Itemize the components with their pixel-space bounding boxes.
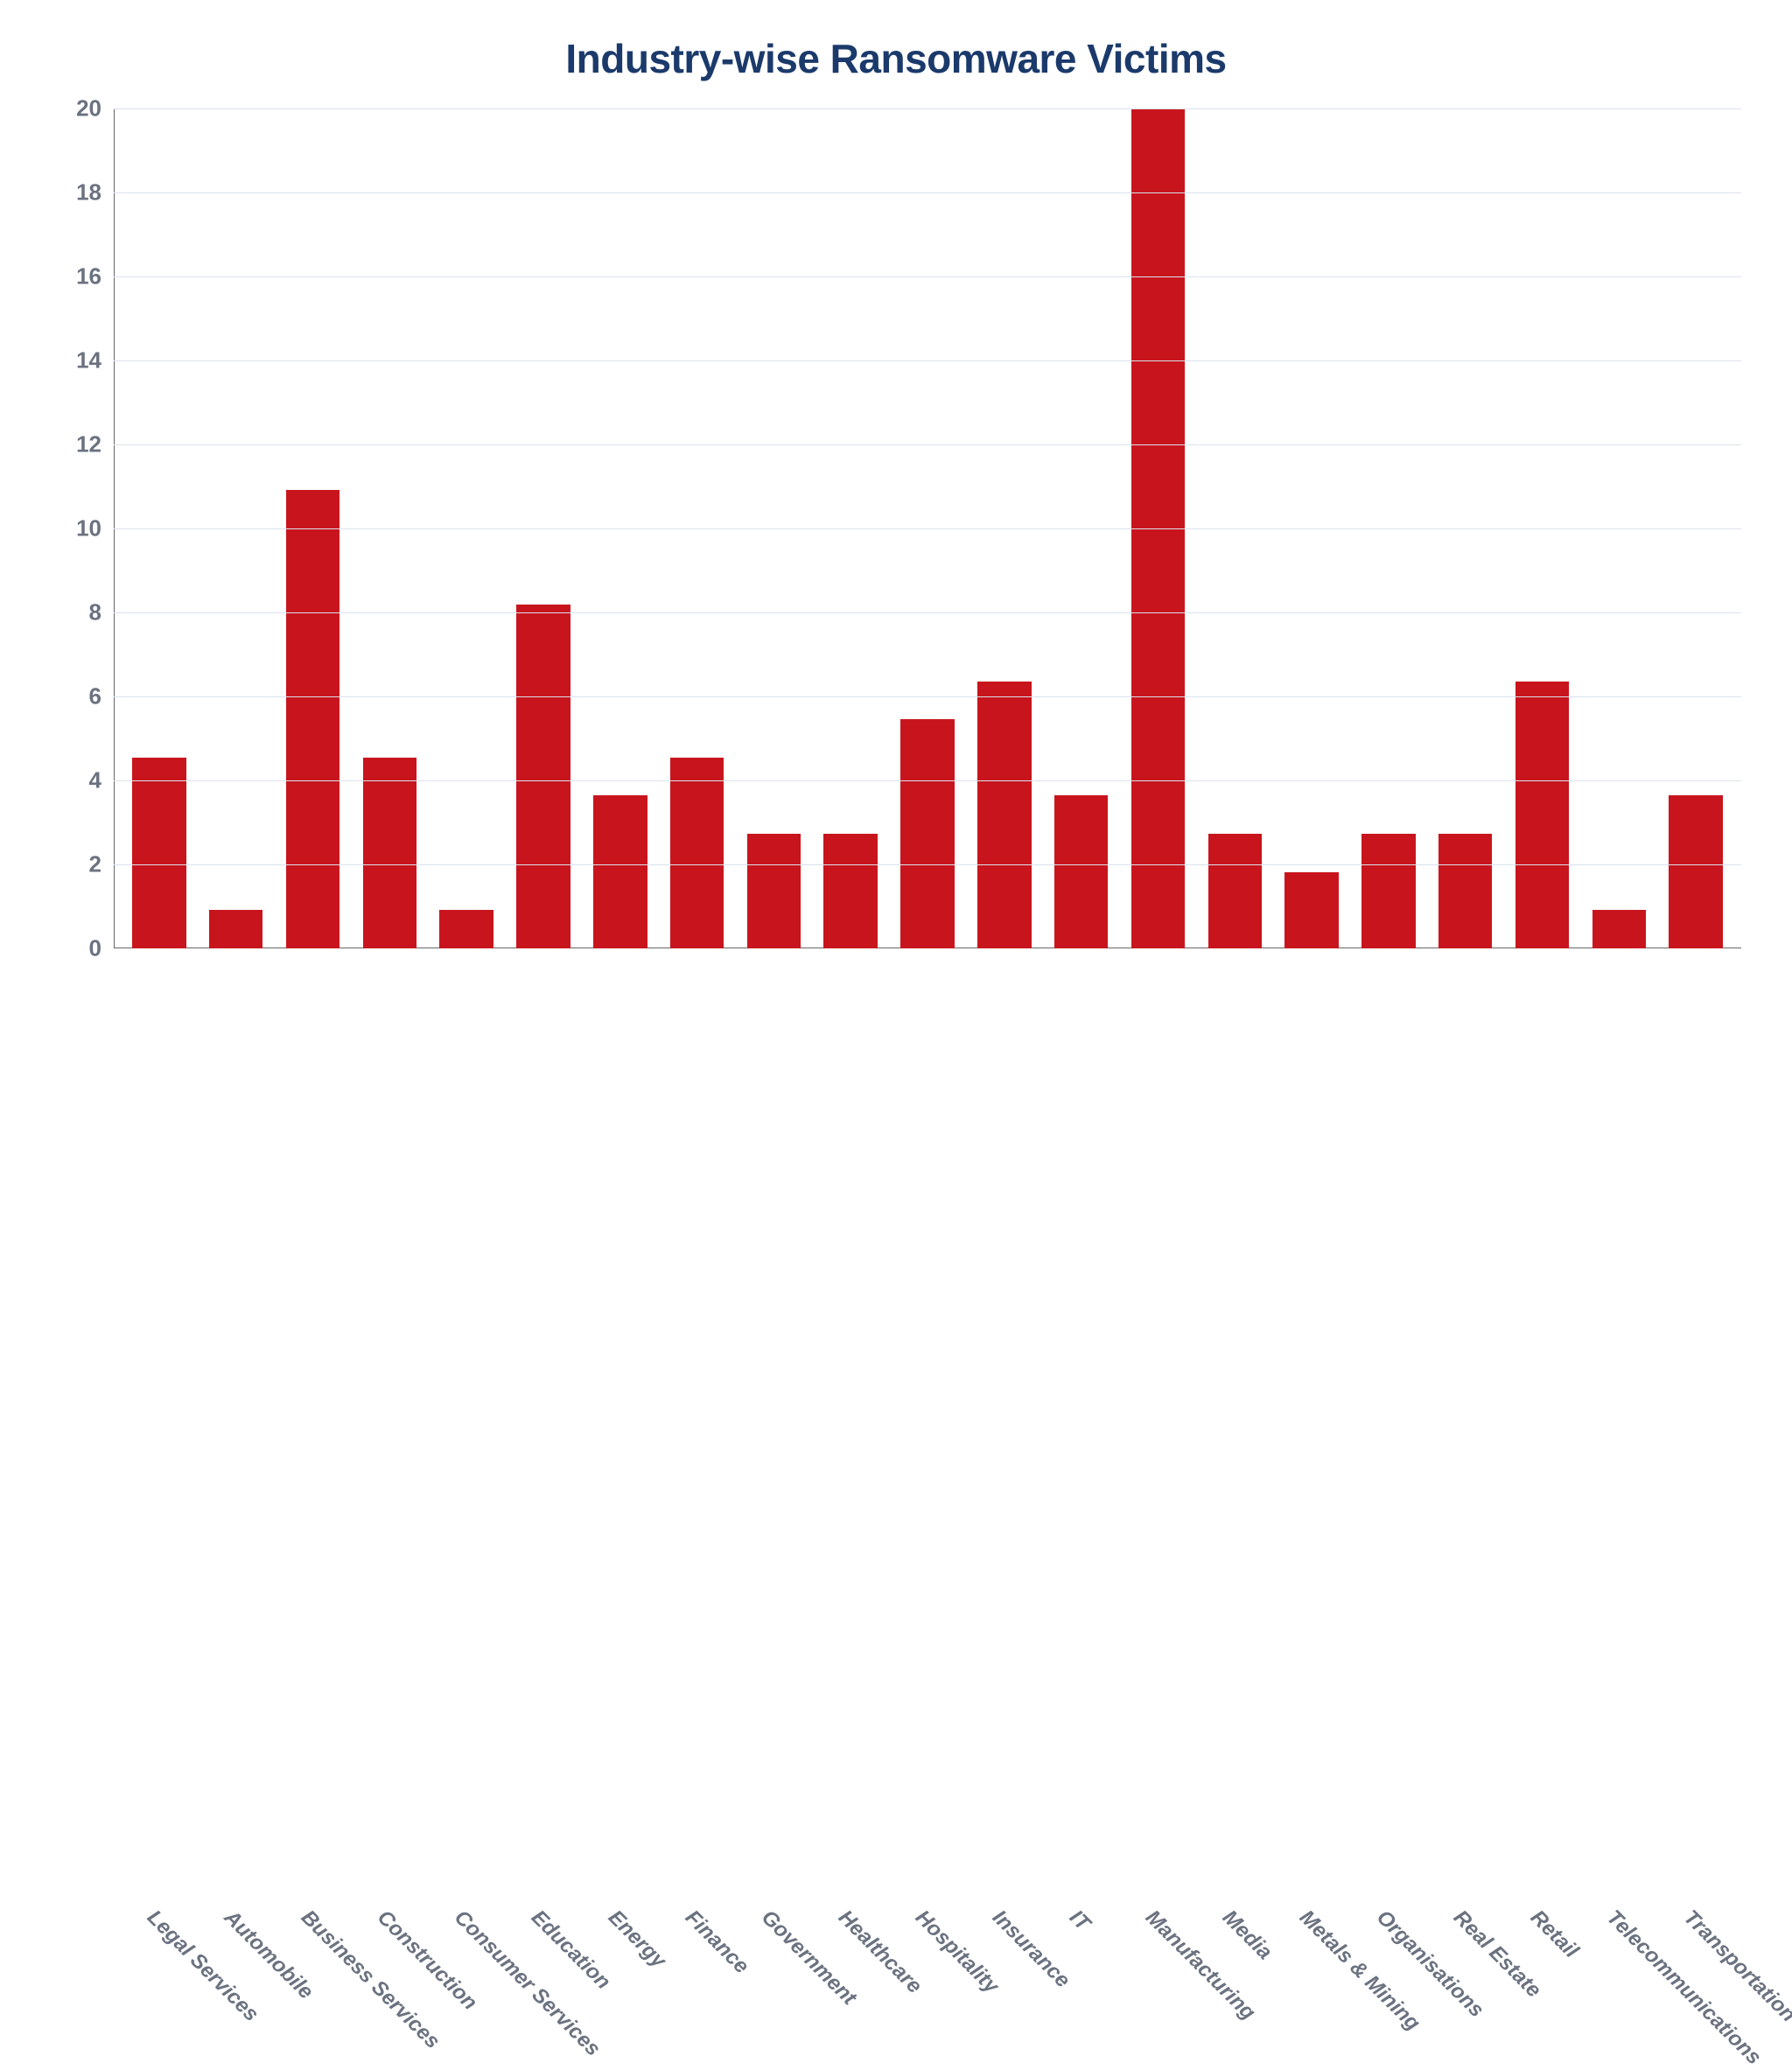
gridline <box>114 444 1741 445</box>
gridline <box>114 612 1741 613</box>
chart-container: Industry-wise Ransomware Victims 0246810… <box>0 0 1792 1193</box>
bar <box>1592 910 1646 948</box>
y-tick-label: 16 <box>76 263 114 290</box>
y-tick-label: 0 <box>89 935 114 962</box>
bar <box>1284 872 1338 948</box>
bar <box>363 758 416 948</box>
bar <box>593 795 647 948</box>
y-tick-label: 2 <box>89 851 114 878</box>
x-axis-label: Business Services <box>296 1906 444 2054</box>
gridline <box>114 276 1741 277</box>
x-axis-label: Retail <box>1525 1906 1583 1963</box>
gridline <box>114 192 1741 193</box>
bar <box>286 490 340 948</box>
x-axis-label: IT <box>1064 1906 1095 1936</box>
plot-area: 02468101214161820 <box>114 108 1741 948</box>
gridline <box>114 780 1741 781</box>
chart-title: Industry-wise Ransomware Victims <box>52 35 1740 82</box>
gridline <box>114 864 1741 865</box>
y-tick-label: 10 <box>76 515 114 542</box>
bar <box>1516 682 1569 948</box>
bar <box>1438 834 1492 948</box>
bar <box>209 910 262 948</box>
bar <box>1362 834 1415 948</box>
x-axis-label: Consumer Services <box>449 1906 605 2061</box>
bar <box>439 910 493 948</box>
y-tick-label: 8 <box>89 599 114 626</box>
y-tick-label: 18 <box>76 179 114 206</box>
bar <box>132 758 186 948</box>
bar <box>516 605 570 948</box>
gridline <box>114 696 1741 697</box>
bar <box>1669 795 1722 948</box>
x-axis-label: Telecommunications <box>1602 1906 1767 2070</box>
y-tick-label: 4 <box>89 767 114 794</box>
y-tick-label: 12 <box>76 431 114 458</box>
bar <box>823 834 877 948</box>
bar <box>900 719 954 948</box>
gridline <box>114 360 1741 361</box>
gridline <box>114 528 1741 529</box>
x-axis-label: Energy <box>603 1906 670 1973</box>
bar <box>747 834 801 948</box>
bar <box>670 758 724 948</box>
bar <box>1208 834 1262 948</box>
y-tick-label: 6 <box>89 683 114 710</box>
x-axis-label: Media <box>1217 1906 1277 1965</box>
bar <box>977 682 1031 948</box>
bar <box>1054 795 1108 948</box>
gridline <box>114 108 1741 109</box>
x-axis-label: Finance <box>680 1906 753 1979</box>
y-tick-label: 20 <box>76 95 114 122</box>
y-tick-label: 14 <box>76 347 114 374</box>
